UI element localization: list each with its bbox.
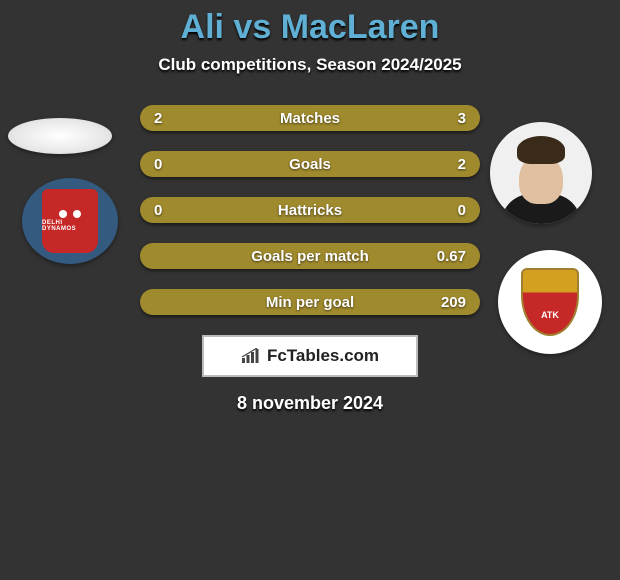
club-logo-left-text: DELHI DYNAMOS: [42, 220, 98, 232]
brand-text: FcTables.com: [267, 346, 379, 366]
subtitle: Club competitions, Season 2024/2025: [0, 55, 620, 75]
stat-label: Goals: [140, 156, 480, 173]
stat-label: Hattricks: [140, 202, 480, 219]
chart-icon: [241, 348, 261, 364]
stat-label: Matches: [140, 110, 480, 127]
stat-row-goals: 0 Goals 2: [140, 151, 480, 177]
stat-row-mpg: Min per goal 209: [140, 289, 480, 315]
club-logo-right: ATK: [498, 250, 602, 354]
stat-right-value: 0: [458, 202, 466, 219]
date-text: 8 november 2024: [0, 393, 620, 414]
club-logo-left: DELHI DYNAMOS: [22, 178, 118, 264]
stat-row-matches: 2 Matches 3: [140, 105, 480, 131]
brand-badge[interactable]: FcTables.com: [202, 335, 418, 377]
stat-label: Min per goal: [140, 294, 480, 311]
stat-right-value: 0.67: [437, 248, 466, 265]
stat-right-value: 3: [458, 110, 466, 127]
page-title: Ali vs MacLaren: [0, 8, 620, 47]
club-logo-right-text: ATK: [541, 310, 559, 320]
stat-row-hattricks: 0 Hattricks 0: [140, 197, 480, 223]
stat-right-value: 209: [441, 294, 466, 311]
stat-label: Goals per match: [140, 248, 480, 265]
stat-left-value: 0: [154, 156, 162, 173]
stat-row-gpm: Goals per match 0.67: [140, 243, 480, 269]
stat-left-value: 0: [154, 202, 162, 219]
stats-list: 2 Matches 3 0 Goals 2 0 Hattricks 0 Goal…: [140, 105, 480, 315]
player-avatar-left: [8, 118, 112, 154]
stat-left-value: 2: [154, 110, 162, 127]
stat-right-value: 2: [458, 156, 466, 173]
player-avatar-right: [490, 122, 592, 224]
